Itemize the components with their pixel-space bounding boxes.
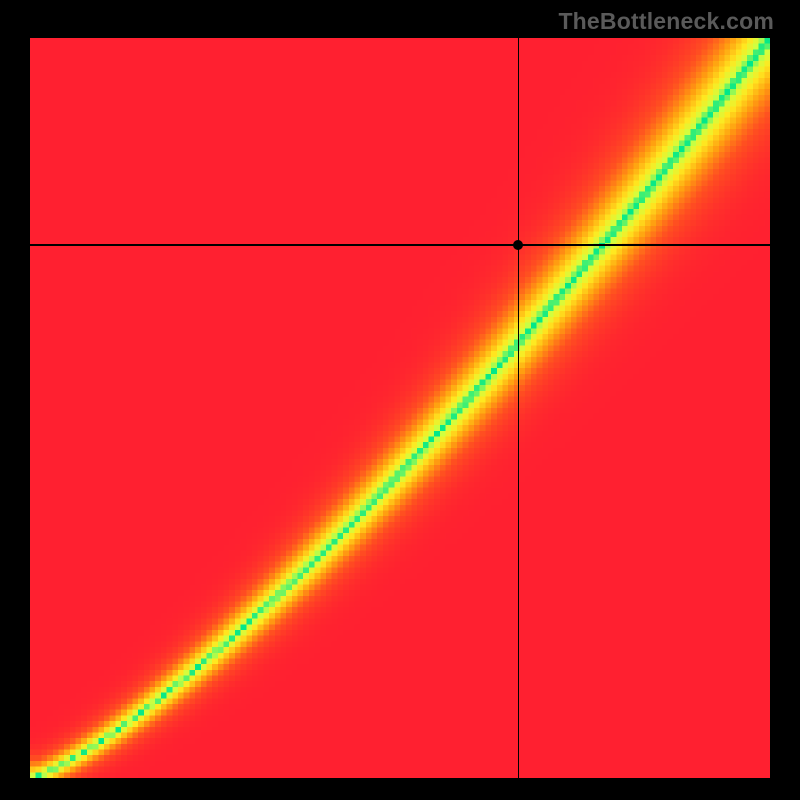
heatmap-plot (30, 38, 770, 778)
heatmap-canvas (30, 38, 770, 778)
crosshair-horizontal (30, 244, 770, 246)
crosshair-marker (513, 240, 523, 250)
watermark-text: TheBottleneck.com (558, 8, 774, 35)
crosshair-vertical (518, 38, 520, 778)
